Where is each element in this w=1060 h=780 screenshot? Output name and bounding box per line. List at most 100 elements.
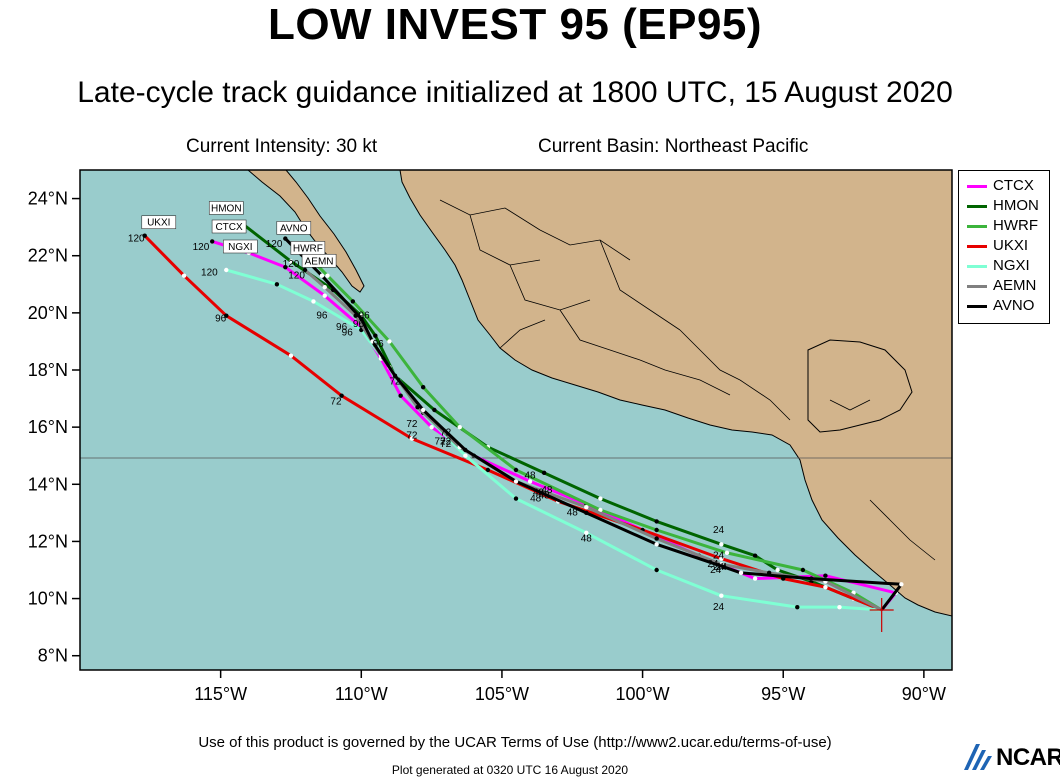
track-point [654,542,659,547]
page-subtitle: Late-cycle track guidance initialized at… [77,76,953,109]
forecast-hour-label: 72 [440,436,452,447]
forecast-hour-label: 72 [406,431,418,442]
forecast-hour-label: 120 [193,242,210,253]
track-point [584,510,589,516]
forecast-hour-label: 72 [330,396,342,407]
track-ngxi [225,268,882,612]
model-tags: CTCX HMON HWRF UKXI NGXI AEMN AVNO [141,201,337,268]
forecast-hour-label: 48 [533,488,545,499]
landmass-yucatan [807,339,913,433]
lon-tick-label: 115°W [194,684,247,704]
model-tag-ctcx: CTCX [215,222,243,233]
track-point [420,407,426,413]
forecast-hour-label: 72 [406,419,418,430]
track-point [654,536,659,541]
track-point [752,576,758,581]
forecast-hour-label: 72 [440,428,452,439]
legend-swatch [967,225,987,228]
track-point [513,467,519,473]
model-tag-aemn: AEMN [305,256,334,267]
track-point [463,447,468,453]
track-point [339,393,344,398]
landmass-mexico [399,170,952,617]
legend-swatch [967,245,987,248]
forecast-hour-label: 120 [201,268,218,279]
track-point [598,507,603,513]
forecast-hour-label: 96 [336,322,348,333]
forecast-hour-label: 24 [716,562,728,573]
track-point [392,373,398,378]
lat-tick-label: 8°N [38,646,68,666]
track-point [398,393,403,398]
forecast-hour-label: 96 [373,339,385,350]
forecast-hour-label: 72 [434,436,446,447]
legend-label: AVNO [993,297,1035,314]
track-point [463,453,468,458]
track-point [224,267,229,273]
track-point [274,282,280,287]
track-point [420,384,426,390]
lat-tick-label: 24°N [28,189,68,209]
track-point [654,519,659,524]
map-axes: 115°W 110°W 105°W 100°W 95°W 90°W 8°N 10°N 12°N 1… [28,189,946,704]
model-tag-box [211,219,247,234]
current-position-marker [869,598,894,632]
forecast-hour-label: 48 [541,485,553,496]
track-point [210,239,215,244]
forecast-hour-label: 96 [215,313,227,324]
current-basin: Current Basin: Northeast Pacific [538,136,809,157]
track-point [738,570,744,576]
track-point [181,273,187,278]
forecast-hour-label: 96 [353,319,365,330]
legend-label: NGXI [993,257,1030,274]
track-point [584,530,589,536]
forecast-hour-label: 48 [539,491,551,502]
forecast-hour-label: 120 [283,259,300,270]
track-point [598,496,603,501]
model-tag-hmon: HMON [211,203,242,214]
lon-tick-label: 110°W [335,684,388,704]
forecast-hour-label: 72 [440,439,452,450]
track-point [899,582,904,587]
forecast-hour-label: 120 [266,239,283,250]
track-point [288,259,294,264]
forecast-hour-label: 24 [713,551,725,562]
lat-tick-label: 22°N [28,246,68,266]
lat-tick-label: 10°N [28,589,68,609]
track-point [373,333,378,338]
legend-label: UKXI [993,237,1029,254]
forecast-hour-label: 48 [530,493,542,504]
model-tag-box [208,201,244,215]
forecast-hour-label: 48 [567,508,579,519]
track-point [302,267,308,273]
forecast-hour-label: 24 [707,559,719,570]
lat-tick-label: 20°N [28,303,68,323]
legend-swatch [967,285,987,288]
track-point [795,604,800,610]
forecast-hour-label: 48 [581,533,593,544]
plot-generated-text: Plot generated at 0320 UTC 16 August 202… [391,763,629,777]
track-point [721,564,727,570]
model-tag-box [223,239,258,254]
track-point [752,553,758,558]
forecast-hour-label: 24 [713,602,725,613]
track-point [429,424,434,430]
lon-tick-label: 100°W [615,684,669,704]
ncar-logo-icon [964,744,992,770]
forecast-hour-label: 120 [128,233,145,244]
track-point [322,293,327,298]
track-point [823,573,828,578]
track-point [654,567,659,573]
forecast-hour-label: 96 [359,311,371,322]
track-point [387,339,392,344]
model-tag-ngxi: NGXI [228,242,252,253]
forecast-hour-label: 72 [389,376,401,387]
track-point [800,567,806,573]
lat-tick-label: 14°N [28,474,68,494]
lon-tick-label: 105°W [475,684,529,704]
track-point [325,273,330,278]
ncar-logo-text: NCAR [996,744,1060,771]
track-point [584,504,589,510]
page-title: LOW INVEST 95 (EP95) [267,0,763,49]
